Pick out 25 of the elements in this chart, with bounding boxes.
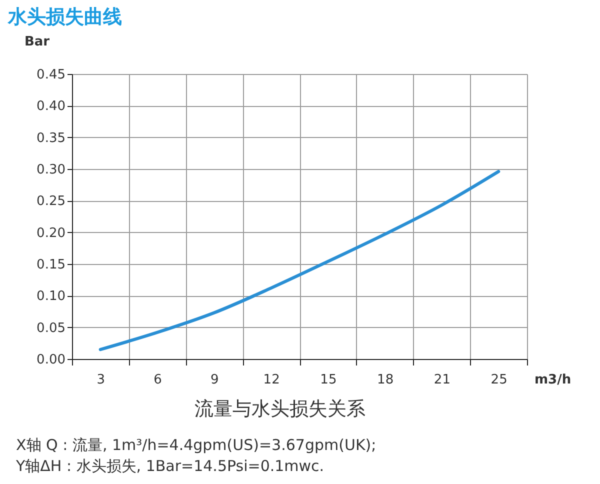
y-tick-label: 0.40	[36, 99, 66, 114]
x-tick-label: 3	[96, 372, 106, 388]
x-tick-label: 15	[320, 372, 337, 388]
x-tick-label: 12	[263, 372, 280, 388]
line-series	[98, 170, 500, 352]
y-tick-label: 0.25	[36, 194, 66, 210]
y-axis-title: Bar	[24, 34, 50, 50]
x-axis-title: m3/h	[534, 372, 572, 388]
y-tick-label: 0.15	[36, 258, 66, 272]
y-tick-label: 0.10	[36, 289, 66, 304]
x-tick-label: 18	[377, 372, 394, 388]
y-tick-label: 0.05	[36, 320, 66, 336]
x-tick-label: 25	[490, 372, 508, 388]
text: Y轴ΔH : 水头损失, 1Bar=14.5Psi=0.1mwc.	[16, 457, 324, 476]
y-tick-label: 0.30	[36, 162, 66, 178]
y-tick-label: 0.00	[36, 352, 66, 368]
x-tick-label: 6	[154, 372, 162, 388]
x-tick-label: 9	[210, 372, 219, 388]
x-tick-label: 21	[434, 372, 450, 388]
y-tick-label: 0.45	[36, 68, 66, 82]
text: 流量与水头损失关系	[194, 397, 366, 422]
y-tick-label: 0.20	[36, 226, 66, 241]
y-tick-label: 0.35	[36, 130, 66, 146]
chart-title: 水头损失曲线	[8, 5, 122, 30]
text: X轴 Q : 流量, 1m³/h=4.4gpm(US)=3.67gpm(UK);	[16, 436, 376, 455]
